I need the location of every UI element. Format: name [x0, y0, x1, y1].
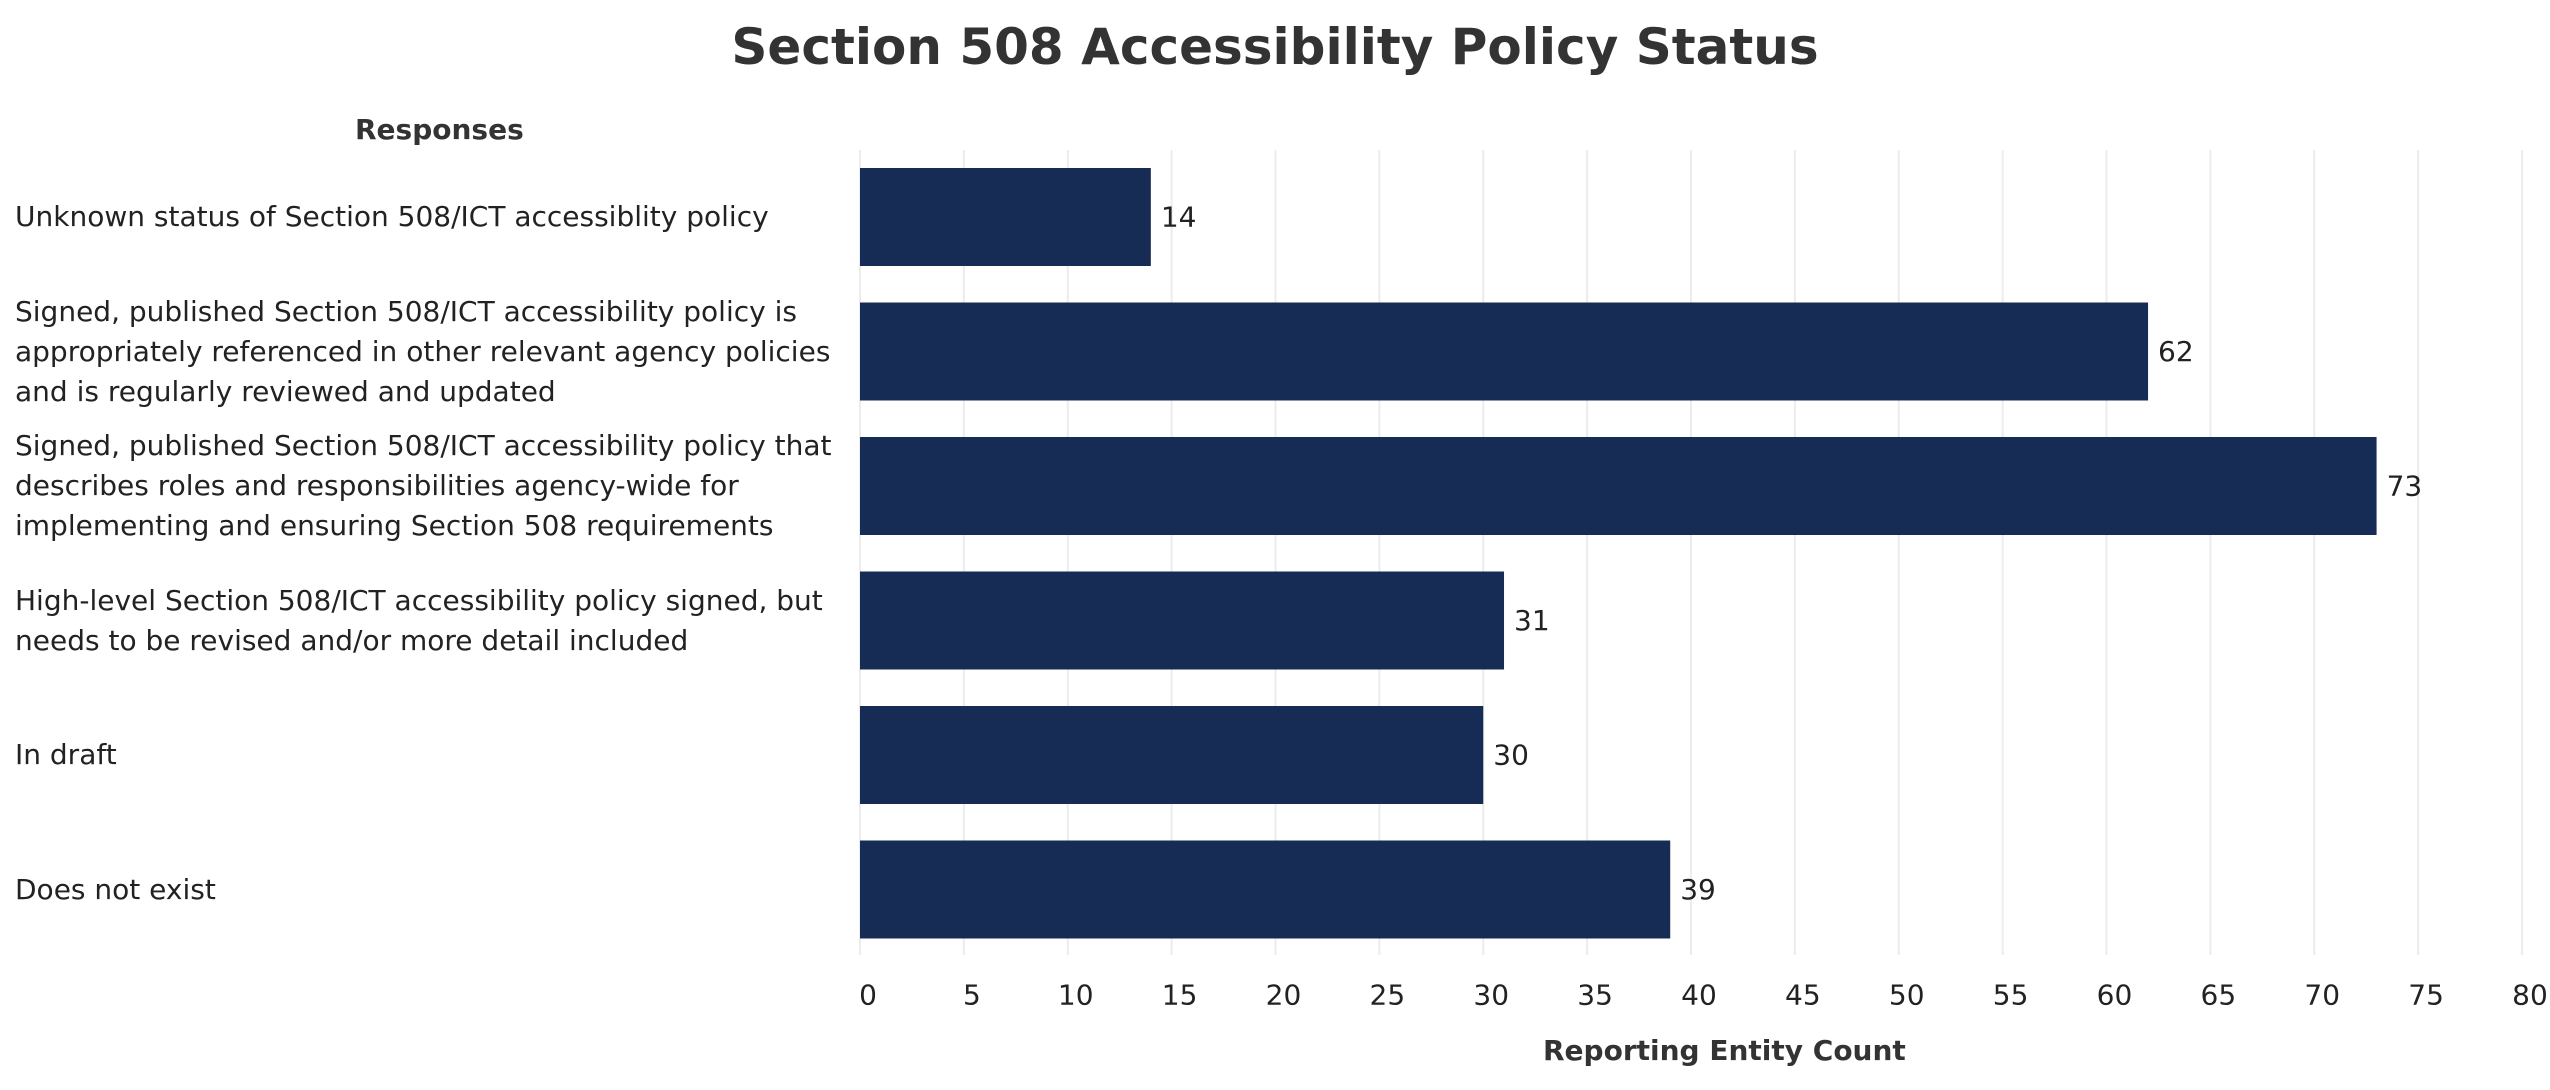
x-tick-label: 30: [1473, 979, 1509, 1012]
bar: [860, 302, 2149, 401]
category-label: Unknown status of Section 508/ICT access…: [15, 200, 769, 233]
bar-value-label: 39: [1680, 873, 1716, 906]
x-tick-label: 15: [1162, 979, 1198, 1012]
x-tick-label: 10: [1058, 979, 1094, 1012]
category-label: In draft: [15, 738, 117, 771]
bar: [860, 168, 1151, 266]
x-tick-label: 50: [1889, 979, 1925, 1012]
x-tick-label: 75: [2408, 979, 2444, 1012]
bar-value-label: 31: [1514, 604, 1550, 637]
x-tick-label: 5: [963, 979, 981, 1012]
chart-title: Section 508 Accessibility Policy Status: [731, 18, 1819, 76]
x-axis-title: Reporting Entity Count: [1543, 1034, 1906, 1067]
x-tick-label: 25: [1370, 979, 1406, 1012]
category-label: Signed, published Section 508/ICT access…: [15, 294, 831, 408]
x-tick-label: 80: [2512, 979, 2548, 1012]
category-label: Does not exist: [15, 872, 216, 906]
x-tick-label: 45: [1785, 979, 1821, 1012]
bar-value-label: 62: [2158, 335, 2194, 368]
bar-value-label: 73: [2387, 470, 2423, 503]
category-label: High-level Section 508/ICT accessibility…: [15, 583, 823, 657]
bar: [860, 571, 1505, 670]
x-tick-label: 0: [859, 979, 877, 1012]
bar-value-label: 14: [1161, 201, 1197, 234]
bar: [860, 706, 1484, 804]
bar-value-label: 30: [1493, 739, 1529, 772]
bar: [860, 437, 2377, 535]
x-tick-label: 60: [2097, 979, 2133, 1012]
x-tick-label: 55: [1993, 979, 2029, 1012]
category-label: Signed, published Section 508/ICT access…: [15, 429, 832, 542]
row-header: Responses: [355, 113, 524, 146]
x-tick-label: 70: [2304, 979, 2340, 1012]
bar: [860, 840, 1671, 939]
x-tick-label: 35: [1577, 979, 1613, 1012]
x-tick-label: 40: [1681, 979, 1717, 1012]
x-tick-label: 65: [2201, 979, 2237, 1012]
x-tick-label: 20: [1266, 979, 1302, 1012]
